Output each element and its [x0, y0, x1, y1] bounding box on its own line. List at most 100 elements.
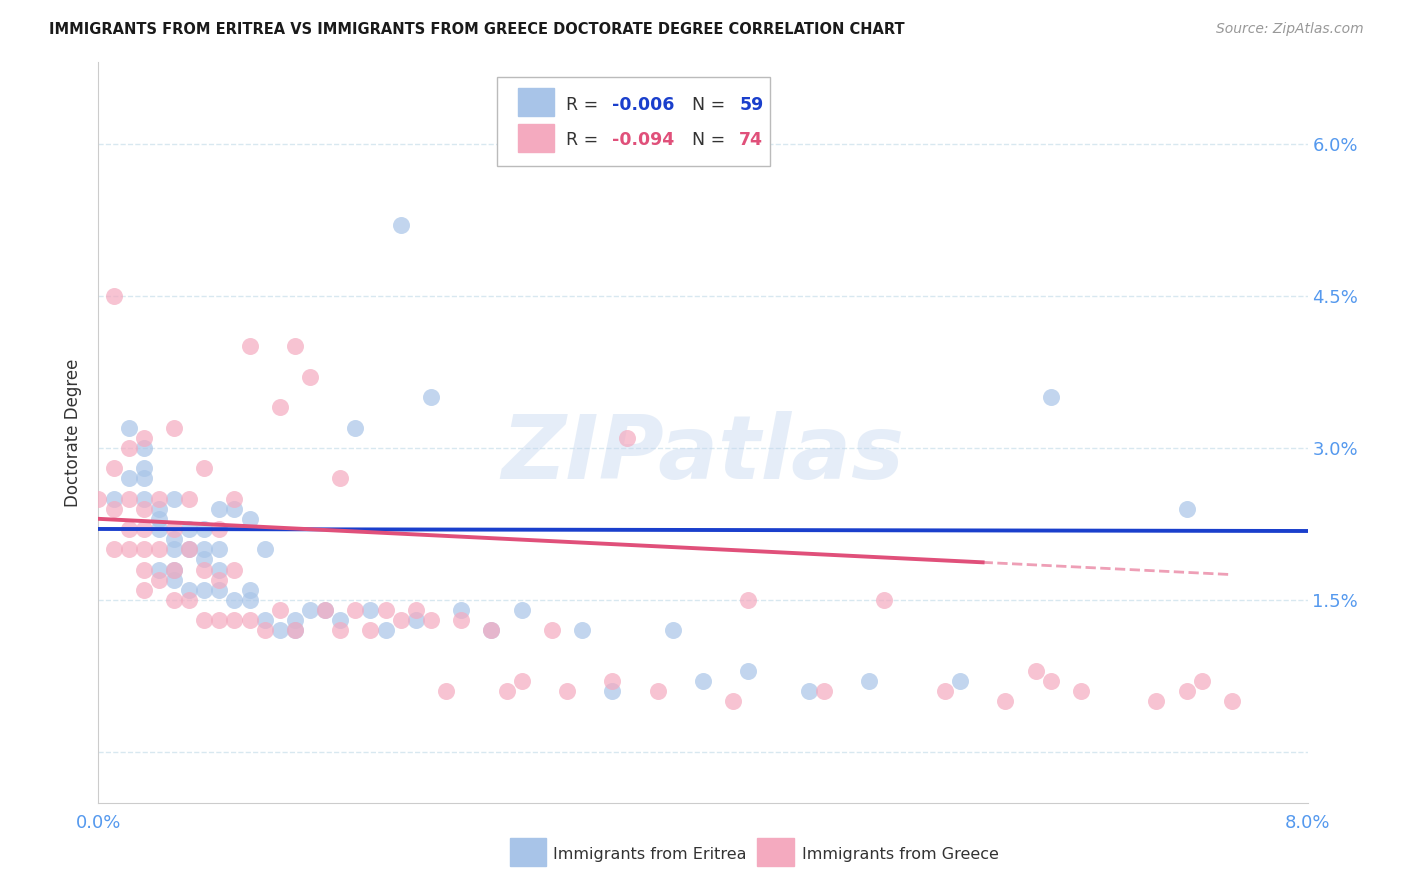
- Point: [148, 522, 170, 536]
- Point: [253, 542, 276, 557]
- Point: [208, 582, 231, 597]
- Point: [193, 461, 215, 475]
- Point: [239, 613, 262, 627]
- Point: [118, 441, 141, 455]
- Point: [118, 420, 141, 434]
- Point: [132, 471, 155, 485]
- Point: [163, 573, 186, 587]
- Text: N =: N =: [682, 95, 731, 113]
- Point: [1191, 674, 1213, 689]
- Point: [510, 674, 533, 689]
- Point: [163, 420, 186, 434]
- Point: [299, 603, 322, 617]
- Point: [163, 562, 186, 576]
- Text: R =: R =: [567, 95, 605, 113]
- Point: [193, 552, 215, 566]
- Point: [163, 562, 186, 576]
- Point: [284, 624, 307, 638]
- Point: [616, 431, 638, 445]
- Point: [1070, 684, 1092, 698]
- Point: [329, 624, 352, 638]
- Point: [193, 613, 215, 627]
- Point: [1146, 694, 1168, 708]
- Point: [103, 501, 125, 516]
- Point: [314, 603, 336, 617]
- Point: [132, 431, 155, 445]
- Point: [132, 441, 155, 455]
- FancyBboxPatch shape: [498, 78, 769, 166]
- Point: [208, 613, 231, 627]
- Point: [193, 522, 215, 536]
- Point: [647, 684, 669, 698]
- Text: N =: N =: [682, 131, 731, 149]
- Point: [87, 491, 110, 506]
- Point: [344, 420, 367, 434]
- Point: [1220, 694, 1243, 708]
- Point: [208, 522, 231, 536]
- Point: [193, 582, 215, 597]
- Point: [224, 613, 246, 627]
- Point: [163, 532, 186, 546]
- Point: [179, 491, 201, 506]
- Point: [148, 512, 170, 526]
- Point: [208, 562, 231, 576]
- Point: [132, 542, 155, 557]
- Point: [253, 613, 276, 627]
- Bar: [758, 838, 794, 866]
- Point: [797, 684, 820, 698]
- Text: 59: 59: [740, 95, 763, 113]
- Point: [193, 562, 215, 576]
- Point: [208, 542, 231, 557]
- Point: [224, 593, 246, 607]
- Point: [420, 613, 443, 627]
- Point: [103, 289, 125, 303]
- Point: [571, 624, 593, 638]
- Point: [813, 684, 835, 698]
- Point: [949, 674, 972, 689]
- Point: [555, 684, 578, 698]
- Point: [132, 461, 155, 475]
- Point: [1175, 501, 1198, 516]
- Point: [224, 491, 246, 506]
- Point: [118, 522, 141, 536]
- Y-axis label: Doctorate Degree: Doctorate Degree: [65, 359, 83, 507]
- Point: [389, 218, 412, 232]
- Point: [344, 603, 367, 617]
- Point: [239, 339, 262, 353]
- Point: [193, 542, 215, 557]
- Point: [284, 613, 307, 627]
- Text: Immigrants from Eritrea: Immigrants from Eritrea: [553, 847, 747, 863]
- Point: [360, 603, 382, 617]
- Point: [269, 603, 291, 617]
- Point: [374, 603, 396, 617]
- Point: [253, 624, 276, 638]
- Point: [934, 684, 956, 698]
- Point: [1175, 684, 1198, 698]
- Point: [661, 624, 683, 638]
- Text: -0.094: -0.094: [613, 131, 675, 149]
- Point: [179, 522, 201, 536]
- Point: [329, 613, 352, 627]
- Point: [299, 369, 322, 384]
- Point: [858, 674, 880, 689]
- Text: R =: R =: [567, 131, 605, 149]
- Point: [179, 593, 201, 607]
- Text: -0.006: -0.006: [613, 95, 675, 113]
- Point: [269, 624, 291, 638]
- Point: [692, 674, 714, 689]
- Point: [148, 562, 170, 576]
- Point: [239, 593, 262, 607]
- Text: IMMIGRANTS FROM ERITREA VS IMMIGRANTS FROM GREECE DOCTORATE DEGREE CORRELATION C: IMMIGRANTS FROM ERITREA VS IMMIGRANTS FR…: [49, 22, 905, 37]
- Bar: [517, 124, 554, 152]
- Point: [374, 624, 396, 638]
- Point: [450, 613, 472, 627]
- Point: [405, 613, 427, 627]
- Point: [179, 582, 201, 597]
- Point: [510, 603, 533, 617]
- Point: [103, 461, 125, 475]
- Point: [540, 624, 562, 638]
- Text: Source: ZipAtlas.com: Source: ZipAtlas.com: [1216, 22, 1364, 37]
- Point: [269, 401, 291, 415]
- Text: Immigrants from Greece: Immigrants from Greece: [803, 847, 1000, 863]
- Point: [163, 522, 186, 536]
